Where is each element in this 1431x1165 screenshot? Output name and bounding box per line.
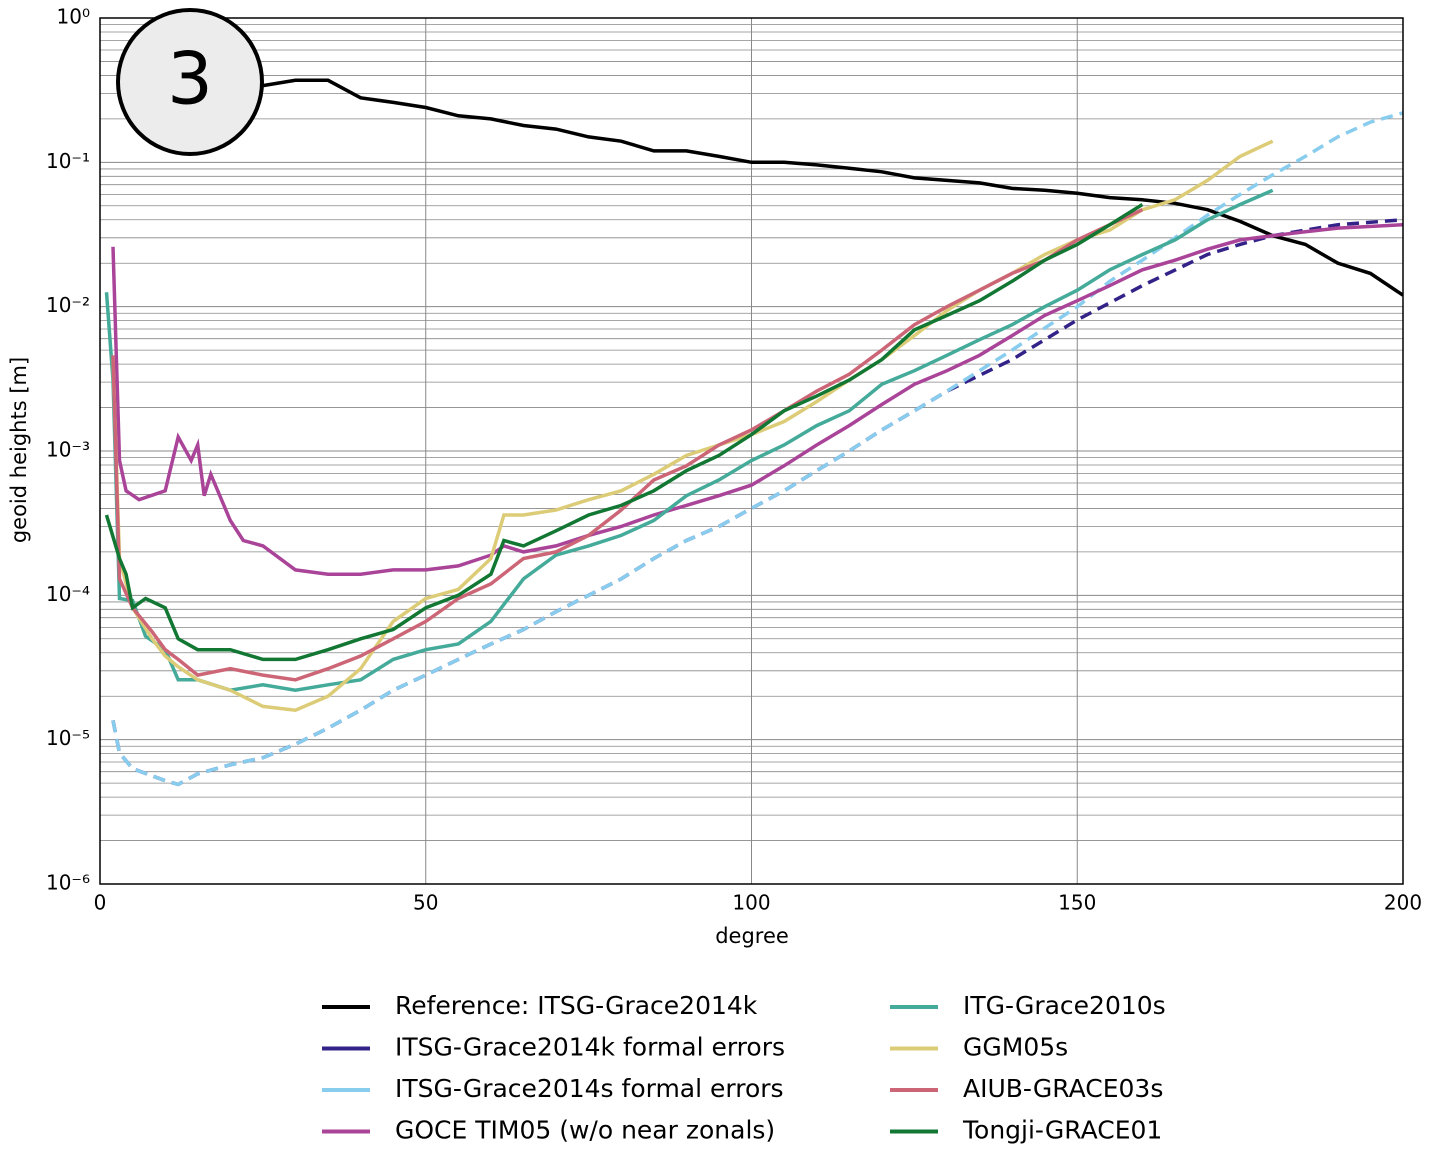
x-axis-label: degree (715, 924, 789, 948)
plot-frame (99, 17, 1404, 885)
y-tick-label: 10⁻⁴ (46, 582, 90, 606)
x-tick-label: 0 (94, 891, 107, 915)
series-line (111, 222, 1403, 576)
x-tick-label: 200 (1384, 891, 1422, 915)
series-line (104, 203, 1144, 662)
series-line (111, 208, 1144, 682)
x-tick-label: 150 (1058, 891, 1096, 915)
y-tick-label: 10⁻⁶ (46, 871, 90, 895)
legend-label: AIUB-GRACE03s (963, 1074, 1163, 1103)
series-line (262, 78, 1403, 297)
series-line (111, 111, 1403, 787)
series-line (111, 218, 1403, 787)
y-tick-label: 10⁻³ (46, 438, 90, 462)
annotation: 3 (167, 37, 213, 121)
x-tick-label: 50 (413, 891, 438, 915)
x-tick-label: 100 (732, 891, 770, 915)
y-tick-label: 10⁰ (57, 5, 90, 29)
legend-label: GOCE TIM05 (w/o near zonals) (395, 1116, 775, 1145)
y-tick-label: 10⁻¹ (46, 149, 90, 173)
y-tick-label: 10⁻⁵ (46, 726, 90, 750)
legend-label: Reference: ITSG-Grace2014k (395, 991, 758, 1020)
legend-label: ITSG-Grace2014k formal errors (395, 1033, 785, 1062)
series-line (111, 139, 1274, 712)
series-line (104, 188, 1274, 692)
annotation-circle (116, 8, 264, 156)
legend-label: Tongji-GRACE01 (962, 1116, 1162, 1145)
y-axis-label: geoid heights [m] (7, 357, 31, 543)
y-tick-label: 10⁻² (46, 293, 90, 317)
legend-label: GGM05s (963, 1033, 1068, 1062)
legend-label: ITSG-Grace2014s formal errors (395, 1074, 784, 1103)
legend-label: ITG-Grace2010s (963, 991, 1166, 1020)
